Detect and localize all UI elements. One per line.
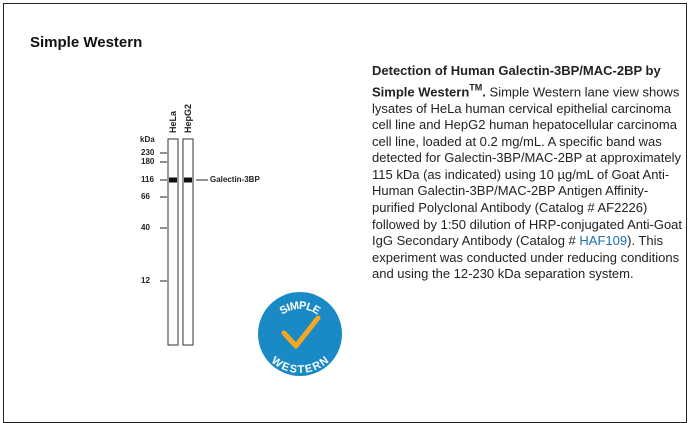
lane (183, 139, 193, 345)
caption-body: Simple Western lane view shows lysates o… (372, 84, 682, 248)
lane-label: HepG2 (183, 104, 193, 133)
caption: Detection of Human Galectin-3BP/MAC-2BP … (372, 63, 688, 283)
marker-label: 66 (141, 192, 150, 201)
lane (168, 139, 178, 345)
catalog-link[interactable]: HAF109 (579, 233, 627, 248)
trademark: TM (469, 83, 482, 93)
band (169, 178, 177, 183)
unit-label: kDa (140, 135, 155, 144)
lane-label: HeLa (168, 110, 178, 133)
marker-label: 180 (141, 157, 155, 166)
logo: SIMPLE WESTERN (258, 292, 342, 376)
marker-label: 230 (141, 148, 155, 157)
marker-label: 12 (141, 276, 150, 285)
band-label: Galectin-3BP (210, 175, 260, 184)
marker-label: 40 (141, 223, 150, 232)
marker-label: 116 (141, 175, 154, 184)
band (184, 178, 192, 183)
